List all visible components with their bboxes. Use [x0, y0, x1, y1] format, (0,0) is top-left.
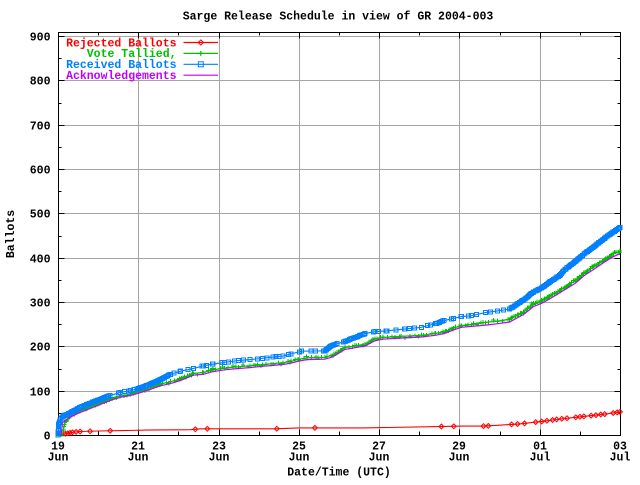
svg-text:Jun: Jun: [209, 452, 230, 465]
svg-text:Date/Time (UTC): Date/Time (UTC): [287, 467, 391, 480]
svg-text:200: 200: [30, 341, 51, 354]
svg-text:700: 700: [30, 120, 51, 133]
svg-text:Rejected Ballots: Rejected Ballots: [66, 37, 177, 50]
svg-text:100: 100: [30, 386, 51, 399]
svg-text:Acknowledgements: Acknowledgements: [66, 70, 177, 83]
svg-text:21: 21: [131, 441, 145, 454]
svg-text:Jun: Jun: [369, 452, 390, 465]
svg-text:Jun: Jun: [289, 452, 310, 465]
svg-text:600: 600: [30, 164, 51, 177]
svg-text:400: 400: [30, 253, 51, 266]
svg-text:500: 500: [30, 208, 51, 221]
svg-text:0: 0: [44, 430, 51, 443]
svg-text:19: 19: [51, 441, 65, 454]
svg-text:27: 27: [372, 441, 386, 454]
svg-text:Ballots: Ballots: [5, 210, 18, 258]
svg-text:23: 23: [212, 441, 226, 454]
svg-text:Jul: Jul: [610, 452, 631, 465]
svg-text:29: 29: [452, 441, 466, 454]
svg-text:800: 800: [30, 75, 51, 88]
svg-text:Jun: Jun: [449, 452, 470, 465]
svg-text:300: 300: [30, 297, 51, 310]
svg-text:Received Ballots: Received Ballots: [66, 59, 177, 72]
svg-text:Jul: Jul: [530, 452, 551, 465]
svg-text:01: 01: [533, 441, 547, 454]
svg-text:Jun: Jun: [128, 452, 149, 465]
svg-text:25: 25: [292, 441, 306, 454]
svg-text:Jun: Jun: [48, 452, 69, 465]
svg-text:Vote Tallied,: Vote Tallied,: [87, 48, 177, 61]
svg-text:900: 900: [30, 31, 51, 44]
svg-text:03: 03: [613, 441, 627, 454]
svg-text:Sarge Release Schedule in view: Sarge Release Schedule in view of GR 200…: [183, 11, 494, 24]
